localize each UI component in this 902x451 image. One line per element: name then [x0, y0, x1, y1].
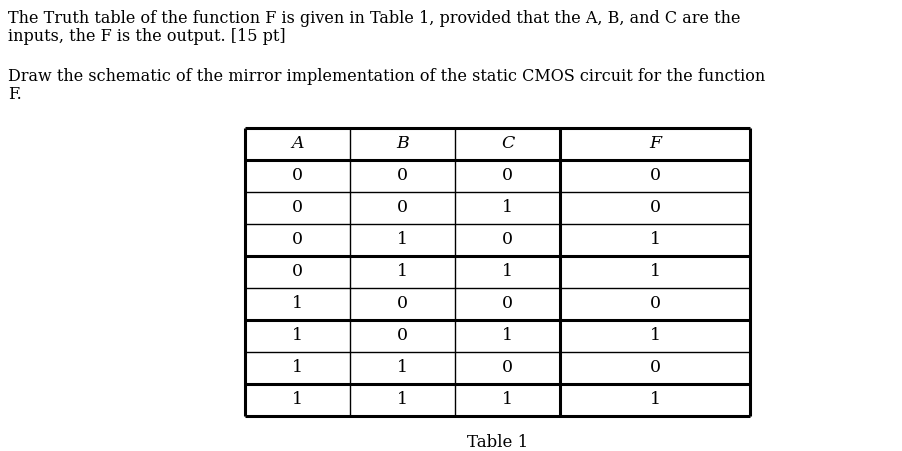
Text: 1: 1: [649, 263, 660, 281]
Text: F.: F.: [8, 86, 22, 103]
Text: 0: 0: [397, 327, 408, 345]
Text: 0: 0: [502, 359, 513, 377]
Text: 1: 1: [649, 327, 660, 345]
Text: 0: 0: [292, 231, 303, 249]
Text: Draw the schematic of the mirror implementation of the static CMOS circuit for t: Draw the schematic of the mirror impleme…: [8, 68, 765, 85]
Text: 1: 1: [292, 327, 303, 345]
Text: A: A: [291, 135, 304, 152]
Text: 0: 0: [649, 295, 660, 313]
Text: 1: 1: [292, 391, 303, 409]
Text: 1: 1: [397, 231, 408, 249]
Text: 1: 1: [649, 231, 660, 249]
Text: 0: 0: [292, 199, 303, 216]
Text: 1: 1: [502, 391, 513, 409]
Text: 1: 1: [502, 327, 513, 345]
Text: 0: 0: [502, 231, 513, 249]
Text: 1: 1: [292, 359, 303, 377]
Text: F: F: [649, 135, 661, 152]
Text: 1: 1: [502, 199, 513, 216]
Text: inputs, the F is the output. [15 pt]: inputs, the F is the output. [15 pt]: [8, 28, 286, 45]
Text: B: B: [396, 135, 409, 152]
Text: 0: 0: [397, 295, 408, 313]
Text: 0: 0: [397, 167, 408, 184]
Text: 0: 0: [649, 167, 660, 184]
Text: 1: 1: [397, 359, 408, 377]
Text: 0: 0: [649, 199, 660, 216]
Text: 0: 0: [649, 359, 660, 377]
Text: 0: 0: [502, 295, 513, 313]
Text: The Truth table of the function F is given in Table 1, provided that the A, B, a: The Truth table of the function F is giv…: [8, 10, 741, 27]
Text: C: C: [501, 135, 514, 152]
Text: 1: 1: [292, 295, 303, 313]
Text: Table 1: Table 1: [467, 434, 529, 451]
Text: 0: 0: [502, 167, 513, 184]
Text: 0: 0: [292, 167, 303, 184]
Text: 1: 1: [397, 263, 408, 281]
Text: 0: 0: [397, 199, 408, 216]
Text: 1: 1: [502, 263, 513, 281]
Text: 0: 0: [292, 263, 303, 281]
Text: 1: 1: [397, 391, 408, 409]
Text: 1: 1: [649, 391, 660, 409]
